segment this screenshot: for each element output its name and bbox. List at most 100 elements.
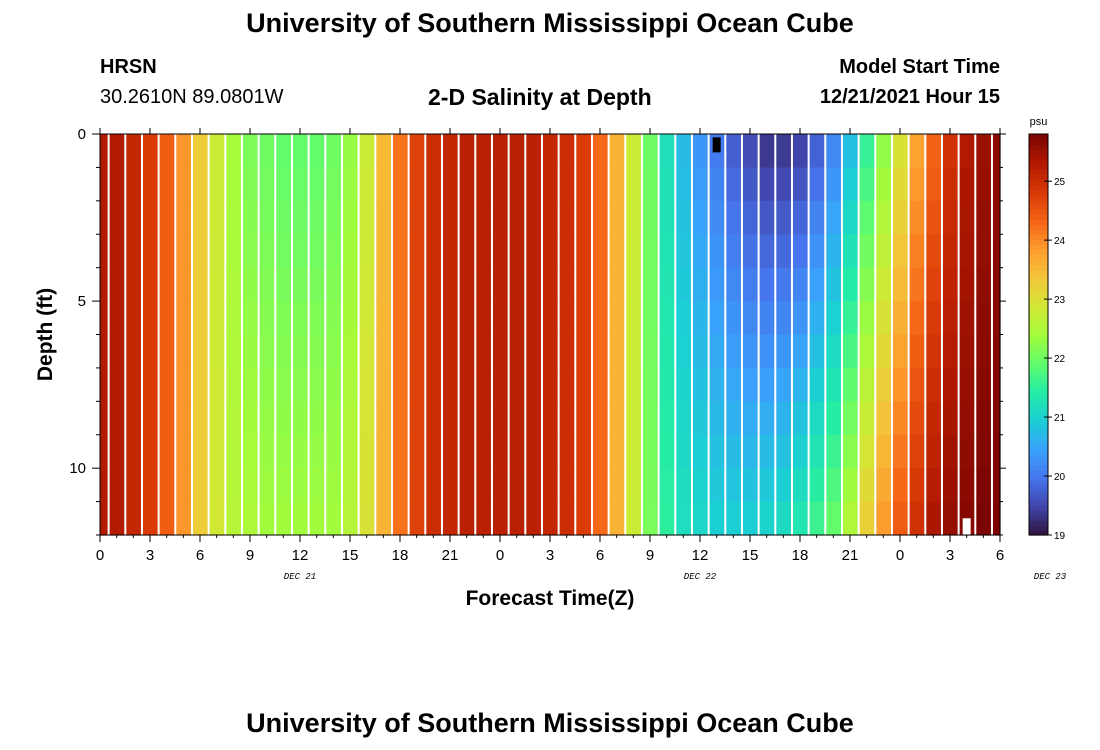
heatmap-cell bbox=[826, 367, 841, 402]
heatmap-cell bbox=[259, 401, 275, 436]
heatmap-cell bbox=[100, 501, 108, 536]
heatmap-cell bbox=[126, 334, 141, 369]
heatmap-cell bbox=[142, 501, 158, 536]
heatmap-cell bbox=[676, 501, 691, 536]
x-tick-label: 6 bbox=[196, 547, 204, 564]
heatmap-cell bbox=[459, 434, 475, 469]
heatmap-cell bbox=[359, 200, 375, 235]
heatmap-cell bbox=[776, 334, 791, 369]
heatmap-cell bbox=[592, 267, 608, 302]
heatmap-cell bbox=[842, 367, 858, 402]
colorbar-segment bbox=[1029, 494, 1048, 501]
heatmap-cell bbox=[909, 434, 925, 469]
heatmap-cell bbox=[409, 134, 425, 169]
heatmap-cell bbox=[992, 367, 1001, 402]
heatmap-cell bbox=[759, 367, 775, 402]
heatmap-cell bbox=[342, 234, 358, 269]
colorbar-segment bbox=[1029, 279, 1048, 285]
heatmap-cell bbox=[359, 434, 375, 469]
heatmap-cell bbox=[876, 434, 891, 469]
heatmap-cell bbox=[542, 468, 558, 503]
colorbar-segment bbox=[1029, 289, 1048, 295]
heatmap-cell bbox=[792, 501, 808, 536]
heatmap-cell bbox=[159, 200, 175, 235]
heatmap-cell bbox=[292, 434, 308, 469]
heatmap-cell bbox=[859, 434, 875, 469]
heatmap-cell bbox=[226, 334, 241, 369]
heatmap-cell bbox=[592, 301, 608, 336]
heatmap-cell bbox=[642, 267, 658, 302]
heatmap-cell bbox=[209, 234, 225, 269]
heatmap-cell bbox=[942, 234, 958, 269]
heatmap-cell bbox=[276, 401, 291, 436]
heatmap-cell bbox=[976, 367, 991, 402]
heatmap-cell bbox=[976, 434, 991, 469]
heatmap-cell bbox=[592, 234, 608, 269]
heatmap-cell bbox=[676, 301, 691, 336]
heatmap-cell bbox=[142, 167, 158, 202]
heatmap-cell bbox=[659, 167, 675, 202]
heatmap-cell bbox=[809, 367, 825, 402]
heatmap-cell bbox=[842, 301, 858, 336]
heatmap-cell bbox=[392, 334, 408, 369]
colorbar-segment bbox=[1029, 309, 1048, 316]
heatmap-cell bbox=[442, 301, 458, 336]
colorbar-segment bbox=[1029, 519, 1048, 526]
heatmap-cell bbox=[392, 501, 408, 536]
heatmap-cell bbox=[226, 134, 241, 169]
heatmap-cell bbox=[692, 334, 708, 369]
heatmap-cell bbox=[926, 234, 941, 269]
heatmap-cell bbox=[742, 401, 758, 436]
y-axis-label: Depth (ft) bbox=[34, 288, 57, 381]
colorbar-segment bbox=[1029, 244, 1048, 250]
heatmap-cell bbox=[109, 267, 125, 302]
heatmap-cell bbox=[342, 301, 358, 336]
heatmap-cell bbox=[976, 267, 991, 302]
heatmap-cell bbox=[559, 468, 575, 503]
heatmap-cell bbox=[926, 468, 941, 503]
heatmap-cell bbox=[259, 167, 275, 202]
heatmap-cell bbox=[709, 334, 725, 369]
heatmap-cell bbox=[276, 267, 291, 302]
heatmap-cell bbox=[176, 501, 191, 536]
heatmap-cell bbox=[509, 401, 525, 436]
heatmap-cell bbox=[376, 334, 391, 369]
colorbar-segment bbox=[1029, 399, 1048, 406]
heatmap-cell bbox=[809, 134, 825, 169]
heatmap-cell bbox=[709, 267, 725, 302]
heatmap-cell bbox=[542, 234, 558, 269]
heatmap-cell bbox=[226, 434, 241, 469]
heatmap-cell bbox=[109, 234, 125, 269]
heatmap-cell bbox=[409, 334, 425, 369]
x-tick-label: 12 bbox=[292, 547, 309, 564]
colorbar-segment bbox=[1029, 464, 1048, 471]
heatmap-cell bbox=[709, 367, 725, 402]
heatmap-cell bbox=[359, 234, 375, 269]
heatmap-cell bbox=[676, 267, 691, 302]
heatmap-cell bbox=[259, 501, 275, 536]
heatmap-cell bbox=[842, 167, 858, 202]
heatmap-cell bbox=[609, 267, 625, 302]
heatmap-cell bbox=[776, 267, 791, 302]
heatmap-cell bbox=[242, 301, 258, 336]
heatmap-cell bbox=[159, 367, 175, 402]
heatmap-cell bbox=[842, 401, 858, 436]
heatmap-cell bbox=[276, 167, 291, 202]
heatmap-cell bbox=[692, 267, 708, 302]
heatmap-cell bbox=[859, 501, 875, 536]
heatmap-cell bbox=[309, 134, 325, 169]
heatmap-cell bbox=[476, 501, 491, 536]
heatmap-cell bbox=[542, 134, 558, 169]
colorbar-segment bbox=[1029, 384, 1048, 391]
heatmap-cell bbox=[492, 234, 508, 269]
heatmap-cell bbox=[942, 501, 958, 536]
heatmap-cell bbox=[559, 134, 575, 169]
heatmap-cell bbox=[159, 401, 175, 436]
heatmap-cell bbox=[542, 501, 558, 536]
heatmap-cell bbox=[159, 134, 175, 169]
heatmap-cell bbox=[526, 200, 541, 235]
heatmap-cell bbox=[476, 468, 491, 503]
heatmap-cell bbox=[276, 367, 291, 402]
heatmap-cell bbox=[426, 234, 441, 269]
heatmap-cell bbox=[392, 468, 408, 503]
